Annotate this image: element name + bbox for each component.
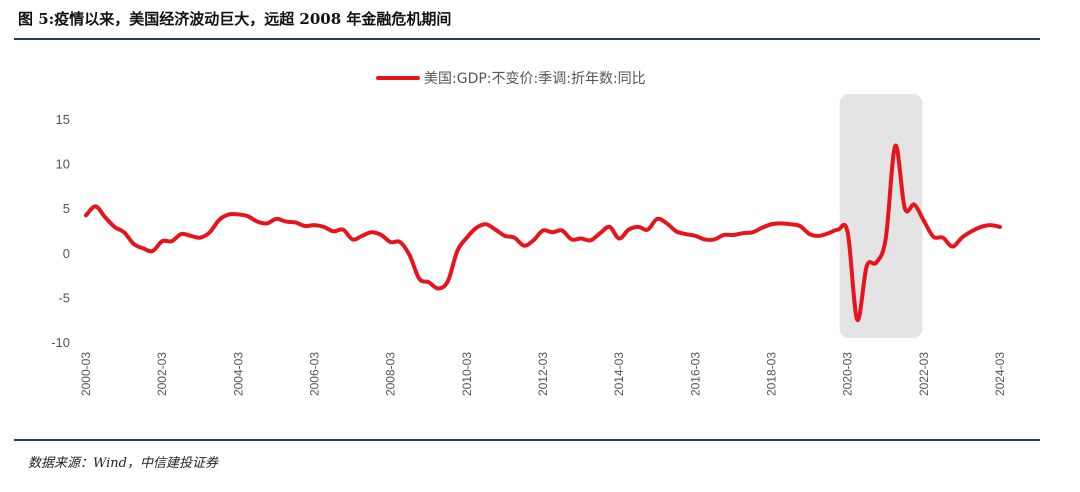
x-tick-label: 2024-03 — [993, 352, 1007, 396]
x-tick-label: 2002-03 — [155, 352, 169, 396]
figure-title: 图 5:疫情以来，美国经济波动巨大，远超 2008 年金融危机期间 — [18, 10, 452, 28]
gdp-yoy-series-line — [84, 143, 1002, 322]
pandemic-highlight-band — [839, 94, 923, 338]
y-tick-label: -5 — [58, 290, 70, 305]
bottom-divider — [14, 439, 1040, 441]
y-tick-label: 5 — [63, 201, 70, 216]
y-tick-label: 15 — [56, 112, 70, 127]
y-tick-label: 10 — [56, 157, 70, 172]
x-tick-label: 2004-03 — [231, 352, 245, 396]
x-tick-label: 2010-03 — [460, 352, 474, 396]
y-tick-label: -10 — [51, 335, 70, 350]
x-tick-label: 2000-03 — [79, 352, 93, 396]
x-tick-label: 2012-03 — [536, 352, 550, 396]
x-axis-ticks: 2000-03 2002-03 2004-03 2006-03 2008-03 2010-… — [79, 352, 1007, 396]
x-tick-label: 2016-03 — [688, 352, 702, 396]
legend-label: 美国:GDP:不变价:季调:折年数:同比 — [424, 71, 646, 87]
y-tick-label: 0 — [63, 246, 70, 261]
x-tick-label: 2020-03 — [841, 352, 855, 396]
x-tick-label: 2006-03 — [308, 352, 322, 396]
y-axis-ticks: -10 -5 0 5 10 15 — [51, 112, 70, 350]
top-divider — [14, 38, 1040, 40]
x-tick-label: 2008-03 — [384, 352, 398, 396]
legend: 美国:GDP:不变价:季调:折年数:同比 — [376, 71, 646, 87]
x-tick-label: 2022-03 — [917, 352, 931, 396]
x-tick-label: 2014-03 — [612, 352, 626, 396]
x-tick-label: 2018-03 — [765, 352, 779, 396]
data-source-note: 数据来源：Wind，中信建投证券 — [28, 456, 218, 471]
gdp-line-chart: -10 -5 0 5 10 15 2000-03 2002-03 2004-03 2006-03… — [51, 71, 1007, 396]
